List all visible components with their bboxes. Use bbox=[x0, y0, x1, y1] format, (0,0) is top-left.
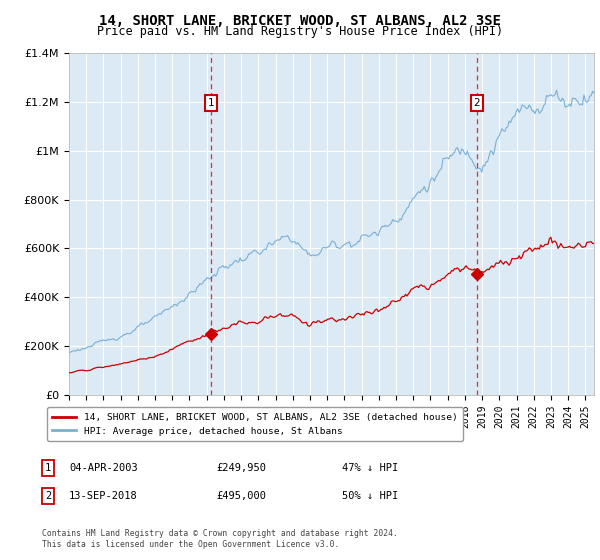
Text: 2: 2 bbox=[473, 98, 480, 108]
Text: 1: 1 bbox=[208, 98, 214, 108]
Text: 2: 2 bbox=[45, 491, 51, 501]
Legend: 14, SHORT LANE, BRICKET WOOD, ST ALBANS, AL2 3SE (detached house), HPI: Average : 14, SHORT LANE, BRICKET WOOD, ST ALBANS,… bbox=[47, 407, 463, 441]
Text: 1: 1 bbox=[45, 463, 51, 473]
Text: 04-APR-2003: 04-APR-2003 bbox=[69, 463, 138, 473]
Text: 50% ↓ HPI: 50% ↓ HPI bbox=[342, 491, 398, 501]
Text: Contains HM Land Registry data © Crown copyright and database right 2024.
This d: Contains HM Land Registry data © Crown c… bbox=[42, 529, 398, 549]
Text: Price paid vs. HM Land Registry's House Price Index (HPI): Price paid vs. HM Land Registry's House … bbox=[97, 25, 503, 38]
Text: £495,000: £495,000 bbox=[216, 491, 266, 501]
Text: 14, SHORT LANE, BRICKET WOOD, ST ALBANS, AL2 3SE: 14, SHORT LANE, BRICKET WOOD, ST ALBANS,… bbox=[99, 14, 501, 28]
Text: £249,950: £249,950 bbox=[216, 463, 266, 473]
Text: 13-SEP-2018: 13-SEP-2018 bbox=[69, 491, 138, 501]
Text: 47% ↓ HPI: 47% ↓ HPI bbox=[342, 463, 398, 473]
